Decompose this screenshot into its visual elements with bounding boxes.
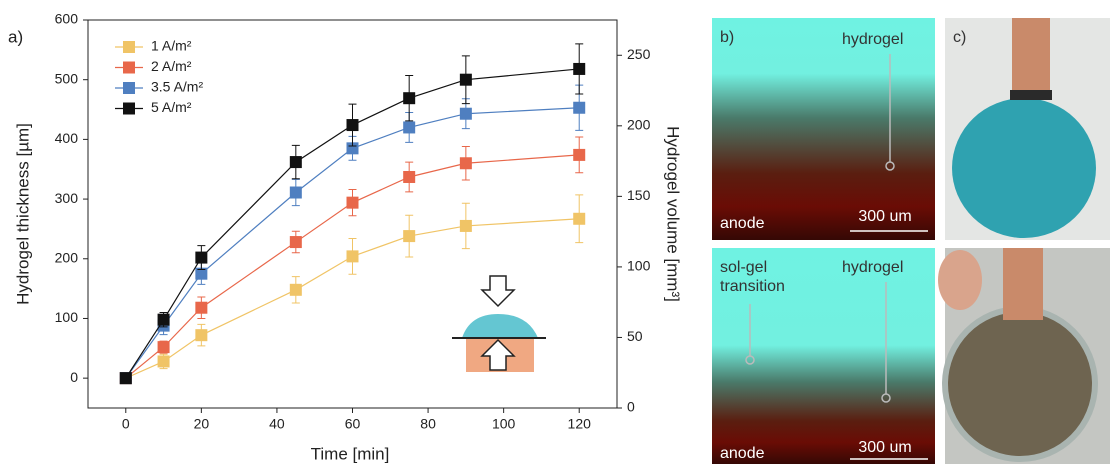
y2-tick-label: 100 [627, 258, 651, 274]
marker [289, 283, 302, 296]
marker [459, 73, 472, 86]
x-axis-label: Time [min] [311, 444, 390, 463]
marker [573, 62, 586, 75]
x-tick-label: 20 [194, 416, 210, 432]
legend-label: 5 A/m² [151, 99, 192, 115]
panel-label: c) [953, 29, 966, 46]
marker [195, 251, 208, 264]
y-tick-label: 300 [55, 190, 79, 206]
marker [346, 142, 359, 155]
legend-marker [123, 41, 135, 53]
legend-marker [123, 61, 135, 74]
series-line [125, 107, 580, 379]
y-axis-label: Hydrogel thickness [µm] [13, 123, 32, 305]
y2-tick-label: 50 [627, 328, 643, 344]
panel-label: b) [720, 29, 734, 46]
marker [346, 250, 359, 263]
legend-label: 3.5 A/m² [151, 79, 203, 95]
y2-tick-label: 150 [627, 187, 651, 203]
marker [289, 156, 302, 169]
marker [459, 219, 472, 232]
marker [459, 157, 472, 170]
annotation: hydrogel [842, 31, 903, 48]
marker [573, 212, 586, 225]
x-tick-label: 100 [492, 416, 516, 432]
y-tick-label: 400 [55, 130, 79, 146]
marker [289, 236, 302, 249]
annotation: hydrogel [842, 259, 903, 276]
marker [403, 230, 416, 243]
marker [403, 92, 416, 105]
marker [403, 121, 416, 134]
x-tick-label: 120 [568, 416, 592, 432]
annotation: anode [720, 215, 765, 232]
marker [157, 355, 170, 368]
marker [346, 196, 359, 209]
marker [403, 170, 416, 183]
series-line [125, 218, 580, 379]
photo [945, 18, 1110, 240]
y2-tick-label: 0 [627, 399, 635, 415]
pointer-dot [881, 393, 891, 403]
marker [157, 313, 170, 326]
x-tick-label: 60 [345, 416, 361, 432]
x-tick-label: 0 [122, 416, 130, 432]
marker [459, 107, 472, 120]
marker [346, 119, 359, 132]
x-tick-label: 80 [420, 416, 436, 432]
pointer-dot [885, 161, 895, 171]
inset-diagram [452, 275, 546, 372]
y-tick-label: 200 [55, 249, 79, 265]
marker [157, 341, 170, 354]
x-tick-label: 40 [269, 416, 285, 432]
y2-axis-label: Hydrogel volume [mm³] [664, 126, 683, 302]
panel-label: a) [8, 27, 23, 46]
series-line [125, 154, 580, 379]
y2-tick-label: 250 [627, 46, 651, 62]
marker [195, 267, 208, 280]
y2-tick-label: 200 [627, 117, 651, 133]
y-tick-label: 500 [55, 70, 79, 86]
marker [195, 329, 208, 342]
marker [119, 372, 132, 385]
scale-label: 300 um [858, 208, 911, 225]
marker [573, 148, 586, 161]
legend-label: 2 A/m² [151, 58, 192, 74]
marker [289, 186, 302, 199]
y-tick-label: 0 [70, 369, 78, 385]
y-tick-label: 100 [55, 309, 79, 325]
y-tick-label: 600 [55, 11, 79, 27]
annotation: anode [720, 445, 765, 462]
marker [195, 301, 208, 314]
annotation: sol-gel transition [720, 259, 785, 295]
series-line [125, 68, 580, 379]
micrograph [712, 18, 935, 240]
legend-label: 1 A/m² [151, 38, 192, 54]
pointer-dot [745, 355, 755, 365]
legend-marker [123, 102, 135, 115]
marker [573, 101, 586, 114]
photo [938, 248, 1110, 464]
legend-marker [123, 82, 135, 94]
scale-label: 300 um [858, 439, 911, 456]
